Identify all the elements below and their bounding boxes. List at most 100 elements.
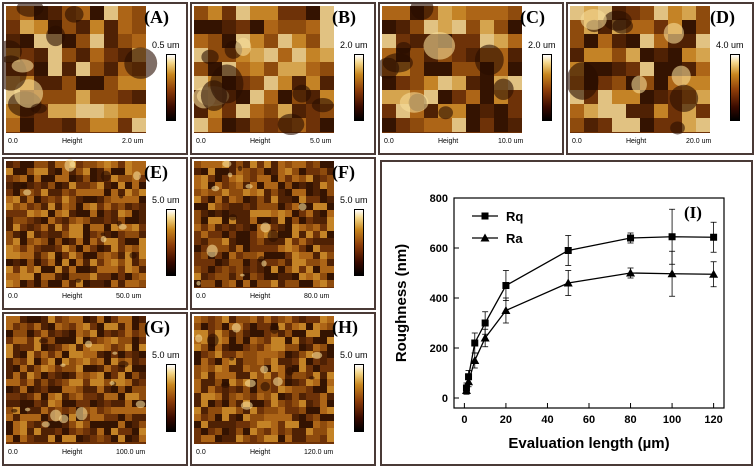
afm-panel-c: (C) 2.0 um 0.0 Height 10.0 um — [378, 2, 564, 155]
panel-label: (F) — [332, 162, 355, 182]
data-point — [471, 339, 479, 347]
scan-size-label: 5.0 um — [310, 138, 332, 145]
axis-origin-label: 0.0 — [196, 293, 206, 300]
roughness-chart: 0 20 40 60 80 100 120 0 200 400 600 800 Evaluation l… — [393, 193, 725, 452]
data-point — [502, 282, 510, 289]
data-point — [627, 234, 635, 242]
color-scale-bar — [542, 54, 552, 121]
x-tick-label: 120 — [704, 414, 722, 426]
afm-panel-b: (B) 2.0 um 0.0 Height 5.0 um — [190, 2, 376, 155]
channel-label: Height — [250, 138, 271, 145]
afm-height-image — [194, 160, 334, 288]
legend-marker — [481, 212, 489, 220]
axis-origin-label: 0.0 — [8, 293, 18, 300]
afm-height-image — [380, 4, 522, 133]
panel-label-i: (I) — [684, 203, 702, 222]
x-tick-label: 20 — [500, 414, 512, 426]
data-point — [480, 333, 490, 342]
axis-origin-label: 0.0 — [8, 449, 18, 456]
axis-origin-label: 0.0 — [384, 138, 394, 145]
axis-origin-label: 0.0 — [8, 138, 18, 145]
afm-height-image — [6, 316, 146, 444]
color-scale-max-label: 4.0 um — [716, 40, 744, 50]
color-scale-max-label: 5.0 um — [152, 195, 180, 205]
color-scale-bar — [354, 364, 364, 432]
scan-size-label: 10.0 um — [498, 138, 524, 145]
y-tick-label: 800 — [430, 193, 448, 205]
legend-label: Ra — [506, 231, 523, 246]
x-tick-label: 60 — [583, 414, 595, 426]
x-tick-label: 100 — [663, 414, 681, 426]
panel-label: (E) — [144, 162, 168, 182]
y-tick-label: 400 — [430, 293, 448, 305]
channel-label: Height — [62, 449, 83, 456]
afm-panel-d: (D) 4.0 um 0.0 Height 20.0 um — [566, 2, 754, 155]
data-point — [710, 233, 718, 241]
color-scale-bar — [166, 54, 176, 121]
x-tick-label: 0 — [461, 414, 467, 426]
series-rq — [462, 208, 718, 394]
scan-size-label: 50.0 um — [116, 293, 142, 300]
data-point — [470, 356, 480, 364]
channel-label: Height — [626, 138, 647, 145]
afm-panel-a: (A) 0.5 um 0.0 Height 2.0 um — [2, 2, 188, 155]
data-point — [481, 319, 489, 327]
color-scale-bar — [354, 209, 364, 276]
scan-size-label: 120.0 um — [304, 449, 334, 456]
color-scale-bar — [166, 364, 176, 432]
channel-label: Height — [250, 293, 271, 300]
legend-entry-ra: Ra — [472, 231, 523, 246]
x-tick-label: 40 — [541, 414, 553, 426]
afm-panel-g: (G) 5.0 um 0.0 Height 100.0 um — [2, 312, 188, 466]
series-ra — [461, 250, 719, 395]
color-scale-max-label: 5.0 um — [340, 195, 368, 205]
color-scale-max-label: 5.0 um — [152, 350, 180, 360]
axis-origin-label: 0.0 — [196, 138, 206, 145]
x-axis-label: Evaluation length (µm) — [508, 435, 669, 452]
legend-entry-rq: Rq — [472, 209, 523, 224]
color-scale-max-label: 2.0 um — [528, 40, 556, 50]
plot-frame — [453, 197, 725, 409]
channel-label: Height — [250, 449, 271, 456]
afm-height-image — [4, 4, 158, 133]
data-point — [564, 247, 572, 254]
afm-height-image — [194, 316, 334, 444]
axis-origin-label: 0.0 — [572, 138, 582, 145]
panel-label: (H) — [332, 317, 358, 337]
scan-size-label: 100.0 um — [116, 449, 146, 456]
afm-height-image — [192, 6, 334, 136]
scan-size-label: 80.0 um — [304, 293, 330, 300]
scan-size-label: 20.0 um — [686, 138, 712, 145]
afm-panel-h: (H) 5.0 um 0.0 Height 120.0 um — [190, 312, 376, 466]
y-tick-label: 0 — [442, 393, 448, 405]
data-point — [668, 233, 676, 241]
data-point — [461, 386, 471, 394]
panel-label: (C) — [520, 7, 545, 27]
panel-label: (D) — [710, 7, 735, 27]
afm-height-image — [6, 159, 146, 288]
data-point — [667, 269, 677, 278]
scan-size-label: 2.0 um — [122, 138, 144, 145]
data-point — [563, 278, 573, 287]
data-point — [501, 306, 511, 314]
x-tick-label: 80 — [624, 414, 636, 426]
data-point — [709, 269, 719, 278]
afm-panel-f: (F) 5.0 um 0.0 Height 80.0 um — [190, 157, 376, 310]
y-tick-label: 200 — [430, 343, 448, 355]
channel-label: Height — [62, 293, 83, 300]
color-scale-bar — [730, 54, 740, 121]
legend-label: Rq — [506, 209, 523, 224]
channel-label: Height — [62, 138, 83, 145]
afm-height-image — [568, 6, 710, 135]
channel-label: Height — [438, 138, 459, 145]
roughness-chart-panel: 0 20 40 60 80 100 120 0 200 400 600 800 Evaluation l… — [380, 160, 753, 466]
y-axis-label: Roughness (nm) — [393, 244, 410, 362]
color-scale-bar — [166, 209, 176, 276]
data-point — [626, 268, 636, 277]
color-scale-max-label: 0.5 um — [152, 40, 180, 50]
afm-panel-e: (E) 5.0 um 0.0 Height 50.0 um — [2, 157, 188, 310]
data-point — [464, 377, 474, 386]
color-scale-max-label: 2.0 um — [340, 40, 368, 50]
panel-label: (G) — [144, 317, 170, 337]
color-scale-max-label: 5.0 um — [340, 350, 368, 360]
